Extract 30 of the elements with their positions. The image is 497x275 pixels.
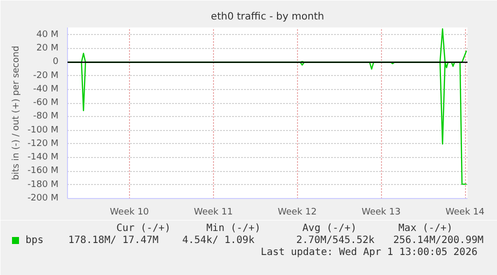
y-tick-label: -200 M	[27, 194, 59, 204]
y-tick-label: -180 M	[27, 180, 59, 190]
text: Last update: Wed Apr 1 13:00:05 2026	[260, 247, 478, 258]
y-tick-label: -120 M	[27, 139, 59, 149]
x-tick-label: Week 14	[446, 208, 485, 218]
y-tick-label: -80 M	[33, 112, 58, 122]
y-tick-label: 20 M	[36, 44, 58, 54]
y-tick-label: 0	[52, 57, 59, 68]
y-tick-label: -140 M	[27, 152, 59, 163]
text: 2.70M/545.52k	[296, 235, 375, 246]
text: 178.18M/ 17.47M	[68, 235, 159, 246]
x-tick-label: Week 13	[362, 208, 401, 218]
text: 256.14M/200.99M	[393, 235, 484, 246]
text: Min (-/+)	[206, 223, 261, 234]
text: Avg (-/+)	[302, 223, 357, 234]
y-tick-label: -60 M	[33, 98, 58, 108]
y-tick-label: -20 M	[33, 70, 58, 81]
y-tick-label: -40 M	[33, 84, 58, 94]
y-tick-label: -100 M	[27, 125, 59, 136]
text: 4.54k/ 1.09k	[182, 235, 254, 246]
x-tick-label: Week 11	[194, 208, 233, 218]
y-tick-label: -160 M	[27, 166, 59, 176]
text: Cur (-/+)	[116, 223, 171, 234]
y-axis-title: bits in (-) / out (+) per second	[11, 46, 22, 180]
chart-title: eth0 traffic - by month	[210, 12, 324, 22]
legend-label: bps	[26, 235, 44, 246]
text: Max (-/+)	[398, 223, 453, 234]
y-tick-label: 40 M	[36, 30, 58, 40]
x-tick-label: Week 12	[278, 208, 317, 218]
x-tick-label: Week 10	[110, 208, 150, 218]
